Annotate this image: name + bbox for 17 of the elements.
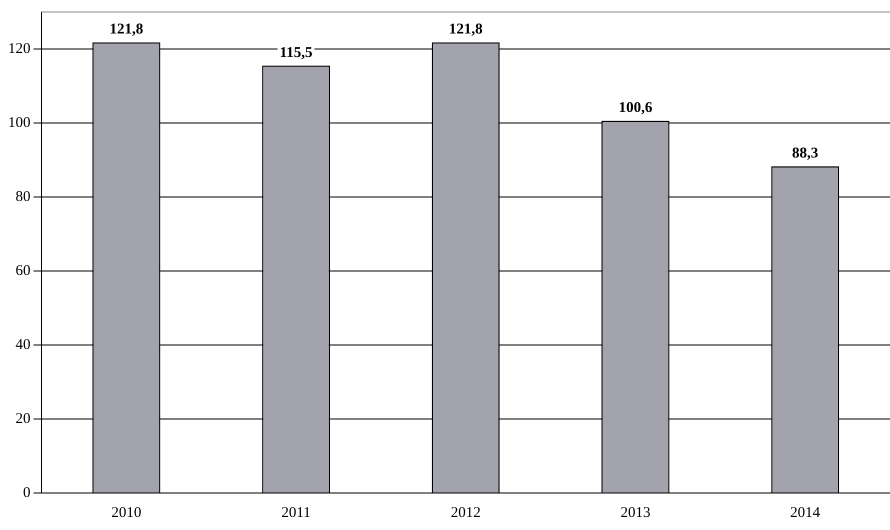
y-tick-label: 80 bbox=[16, 188, 30, 205]
y-tick-label: 120 bbox=[8, 40, 30, 57]
data-label: 115,5 bbox=[280, 45, 313, 62]
y-tick-label: 100 bbox=[8, 114, 30, 131]
data-label: 121,8 bbox=[448, 22, 483, 38]
data-label: 121,8 bbox=[109, 22, 144, 38]
y-tick-label: 60 bbox=[16, 262, 30, 279]
y-tick-label: 20 bbox=[16, 410, 30, 427]
data-label: 100,6 bbox=[618, 100, 653, 116]
x-tick-label: 2013 bbox=[620, 504, 650, 521]
x-tick-label: 2011 bbox=[281, 504, 311, 521]
x-tick-label: 2012 bbox=[450, 504, 481, 521]
data-label: 88,3 bbox=[792, 146, 818, 162]
x-tick-label: 2014 bbox=[790, 504, 821, 521]
x-tick-label: 2010 bbox=[111, 504, 142, 521]
y-tick-label: 0 bbox=[23, 484, 30, 501]
y-tick-label: 40 bbox=[16, 336, 30, 353]
